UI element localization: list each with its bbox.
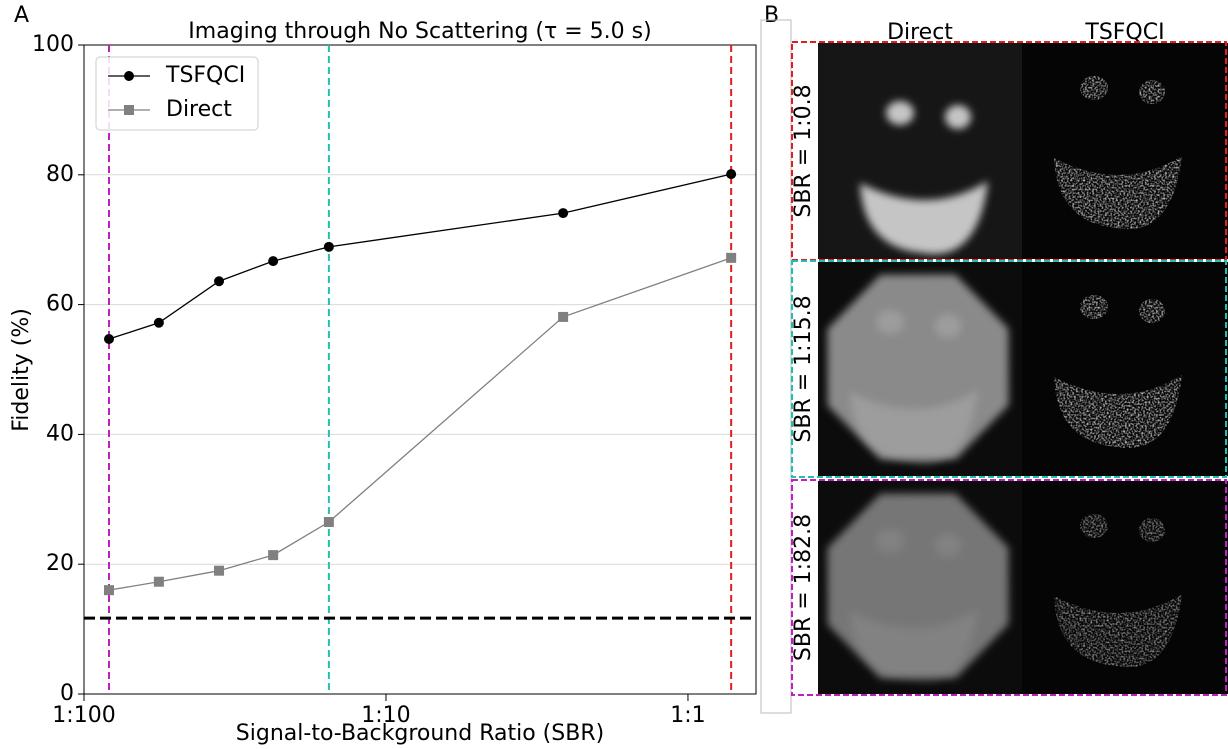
smiley [860,101,988,255]
eye [876,310,904,334]
y-axis-label: Fidelity (%) [9,308,34,432]
smiley [1054,76,1182,230]
x-tick-label: 1:1 [670,703,705,728]
y-tick-label: 0 [60,681,74,706]
eye [1139,518,1165,542]
mouth [850,609,978,683]
plot-frame [83,44,757,695]
y-tick-label: 80 [46,162,74,187]
eye [876,529,904,553]
image-row: SBR = 1:15.8 [791,260,1228,478]
data-point [214,276,225,287]
row-label: SBR = 1:0.8 [791,84,816,217]
data-point [726,169,737,180]
eye [886,101,914,125]
data-point [103,585,114,596]
eye [1080,76,1108,100]
eye [1139,80,1165,104]
row-frame [791,479,1227,696]
eye [1080,514,1108,538]
image-row: SBR = 1:0.8 [791,41,1228,261]
data-point [268,550,279,561]
mouth [860,181,988,255]
data-point [323,517,334,528]
x-tick-label: 1:10 [361,703,410,728]
mouth [1054,375,1182,449]
y-tick-label: 60 [46,292,74,317]
mouth [1054,156,1182,230]
legend-marker [124,71,134,81]
chart-title: Imaging through No Scattering (τ = 5.0 s… [188,19,651,44]
panel-label: B [764,3,779,28]
data-point [558,208,569,219]
data-point [153,576,164,587]
panel-label: A [14,3,29,28]
y-tick-label: 40 [46,421,74,446]
smiley [1054,295,1182,449]
eye [935,314,961,338]
data-point [268,256,279,267]
data-point [726,252,737,263]
column-label: TSFQCI [1084,20,1164,45]
series-line [108,257,732,591]
empty-axis-frame [760,19,792,714]
series-line [108,173,732,340]
eye [1139,299,1165,323]
smiley [850,310,978,464]
data-point [558,311,569,322]
smiley [850,529,978,683]
y-tick-label: 20 [46,551,74,576]
legend-label: TSFQCI [165,63,245,88]
y-tick-label: 100 [32,32,74,57]
eye [945,105,971,129]
mouth [850,390,978,464]
row-label: SBR = 1:82.8 [791,514,816,661]
row-label: SBR = 1:15.8 [791,295,816,442]
mouth [1054,594,1182,668]
x-tick-label: 1:100 [52,703,115,728]
row-frame [791,260,1227,478]
legend-label: Direct [166,97,232,122]
data-point [214,565,225,576]
data-point [323,241,334,252]
legend-box [95,56,259,131]
x-axis-label: Signal-to-Background Ratio (SBR) [236,721,604,746]
data-point [153,317,164,328]
column-label: Direct [887,20,953,45]
image-row: SBR = 1:82.8 [791,479,1228,696]
eye [1080,295,1108,319]
eye [935,533,961,557]
legend-marker [124,105,134,115]
data-point [103,333,114,344]
smiley [1054,514,1182,668]
